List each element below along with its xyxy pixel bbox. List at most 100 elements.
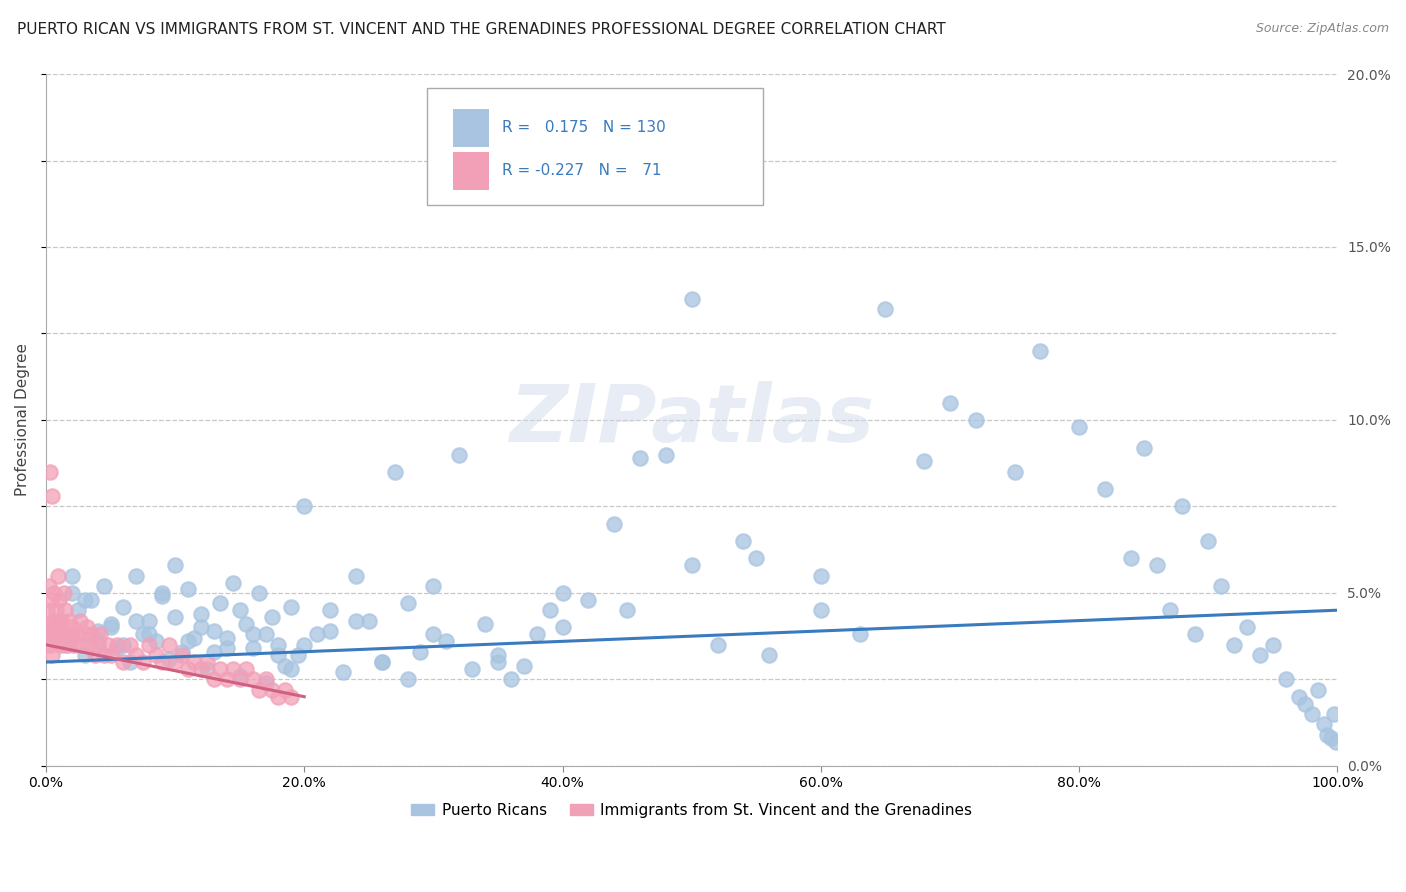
Point (60, 586, 83, 600)
FancyBboxPatch shape (453, 153, 489, 190)
Point (38, 620, 60, 634)
Point (197, 662, 219, 676)
Point (474, 617, 496, 632)
Point (100, 617, 122, 632)
Point (681, 558, 703, 573)
Point (1261, 638, 1284, 652)
Point (1197, 534, 1219, 549)
Point (165, 655, 187, 669)
Point (576, 592, 599, 607)
Point (280, 599, 302, 614)
Point (93, 579, 115, 593)
Point (260, 610, 283, 624)
Point (758, 648, 780, 662)
Point (422, 627, 444, 641)
Point (93, 648, 115, 662)
Point (254, 676, 277, 690)
Point (73, 592, 96, 607)
Point (44, 624, 66, 638)
Point (150, 586, 173, 600)
Point (56, 638, 79, 652)
Point (706, 638, 728, 652)
Point (53, 603, 76, 617)
Point (242, 627, 264, 641)
Point (38, 465, 60, 479)
Point (46, 627, 69, 641)
Point (86, 638, 108, 652)
Point (267, 690, 290, 704)
Point (551, 586, 574, 600)
Point (52, 627, 75, 641)
Point (59, 627, 82, 641)
Point (112, 655, 135, 669)
Point (267, 638, 290, 652)
Point (810, 568, 832, 582)
Point (1313, 717, 1336, 731)
Point (60, 568, 83, 582)
Point (42, 614, 65, 628)
Point (1184, 627, 1206, 641)
Point (486, 648, 509, 662)
Point (1004, 465, 1026, 479)
Point (80, 592, 103, 607)
Point (183, 631, 205, 645)
Point (242, 641, 264, 656)
Point (1288, 690, 1310, 704)
Point (434, 634, 457, 648)
Point (280, 690, 302, 704)
Point (274, 682, 297, 697)
Point (1029, 343, 1052, 358)
Point (41, 648, 63, 662)
Point (280, 662, 302, 676)
Point (46, 568, 69, 582)
Point (150, 655, 173, 669)
Point (145, 634, 167, 648)
Point (655, 448, 678, 462)
Point (344, 614, 367, 628)
Point (79, 638, 101, 652)
Point (39, 638, 62, 652)
Point (1146, 558, 1168, 573)
Point (100, 648, 122, 662)
Point (247, 586, 270, 600)
Point (45, 603, 67, 617)
Point (118, 638, 141, 652)
Point (209, 596, 232, 610)
Point (1274, 673, 1296, 687)
Point (53, 586, 76, 600)
Point (157, 638, 180, 652)
Point (1223, 638, 1246, 652)
FancyBboxPatch shape (453, 109, 489, 146)
Point (1094, 482, 1116, 496)
Point (70, 638, 93, 652)
Point (235, 617, 257, 632)
Point (254, 673, 277, 687)
Point (170, 648, 193, 662)
Text: ZIPatlas: ZIPatlas (509, 381, 875, 459)
Point (1069, 420, 1091, 434)
Legend: Puerto Ricans, Immigrants from St. Vincent and the Grenadines: Puerto Ricans, Immigrants from St. Vince… (405, 797, 979, 824)
Point (292, 638, 315, 652)
Point (177, 634, 200, 648)
Point (396, 673, 419, 687)
Point (332, 665, 354, 680)
Point (112, 599, 135, 614)
Text: Source: ZipAtlas.com: Source: ZipAtlas.com (1256, 22, 1389, 36)
Point (319, 624, 342, 638)
Point (357, 614, 380, 628)
Point (67, 603, 90, 617)
Point (912, 454, 935, 468)
Point (344, 568, 367, 582)
Point (616, 603, 638, 617)
Point (125, 648, 148, 662)
Point (37, 603, 59, 617)
Point (69, 614, 91, 628)
Point (526, 627, 548, 641)
Point (46, 620, 69, 634)
Point (58, 614, 80, 628)
Point (628, 450, 651, 465)
Point (396, 596, 419, 610)
Point (45, 614, 67, 628)
Point (82, 627, 104, 641)
Point (48, 614, 70, 628)
